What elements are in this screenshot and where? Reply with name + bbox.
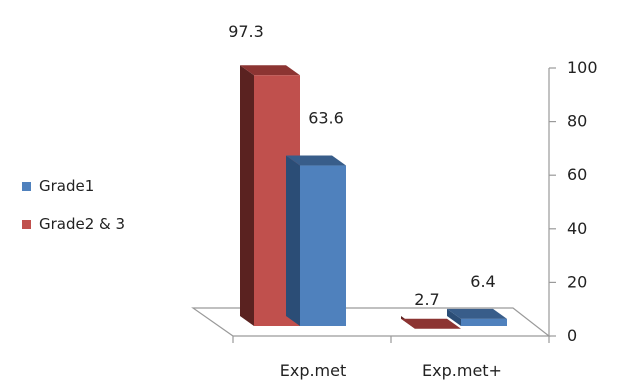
x-label-exp-met-plus: Exp.met+	[422, 361, 502, 380]
y-tick-label-40: 40	[567, 219, 587, 238]
bar-exp-met-grade1-side	[286, 155, 300, 326]
legend: Grade1 Grade2 & 3	[22, 176, 125, 252]
bar-exp-met-grade1-top	[286, 155, 346, 166]
y-tick-label-100: 100	[567, 58, 598, 77]
data-label-6-4: 6.4	[470, 272, 495, 291]
bar-exp-met-plus-grade2-3-top	[401, 318, 461, 329]
legend-swatch-grade2-3	[22, 219, 31, 229]
y-axis: 0 20 40 60 80 100	[548, 58, 598, 345]
legend-swatch-grade1	[22, 181, 31, 191]
legend-item-grade1: Grade1	[22, 176, 125, 196]
data-label-97-3: 97.3	[228, 22, 264, 41]
chart-floor	[191, 307, 551, 343]
bars	[240, 65, 507, 329]
legend-label-grade2-3: Grade2 & 3	[39, 215, 126, 233]
floor-plane	[191, 307, 551, 337]
bar-exp-met-plus-grade1-top	[447, 308, 507, 319]
data-labels: 97.3 63.6 2.7 6.4	[228, 22, 496, 309]
bar-exp-met-grade2-3-side	[240, 65, 254, 327]
bar-exp-met-grade1-front	[300, 165, 346, 326]
y-tick-label-60: 60	[567, 165, 587, 184]
y-tick-label-0: 0	[567, 326, 577, 345]
y-tick-label-20: 20	[567, 272, 587, 291]
legend-label-grade1: Grade1	[39, 177, 95, 195]
x-axis-labels: Exp.met Exp.met+	[280, 361, 502, 380]
legend-item-grade2-3: Grade2 & 3	[22, 214, 125, 234]
y-tick-label-80: 80	[567, 112, 587, 131]
data-label-2-7: 2.7	[414, 290, 439, 309]
bar-exp-met-grade2-3-top	[240, 65, 300, 76]
bar-exp-met-plus-grade1-side	[447, 308, 461, 326]
data-label-63-6: 63.6	[308, 109, 344, 128]
x-label-exp-met: Exp.met	[280, 361, 347, 380]
bar-exp-met-plus-grade1-front	[461, 318, 507, 326]
